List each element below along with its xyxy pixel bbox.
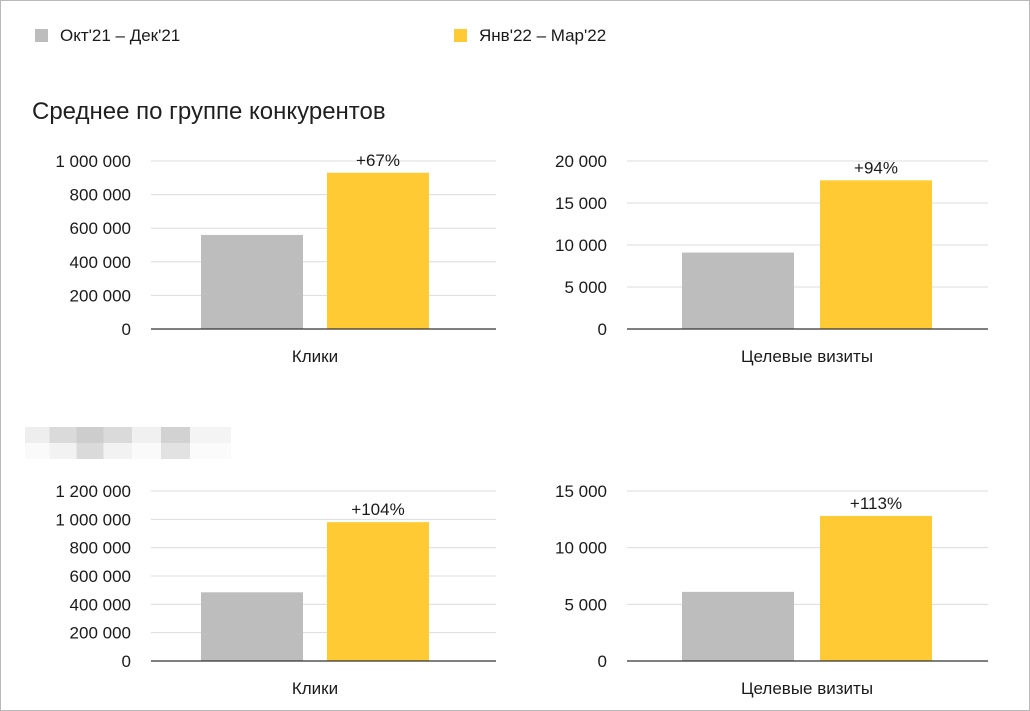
y-tick-label: 0 (122, 652, 131, 671)
y-tick-label: 800 000 (70, 186, 131, 205)
x-category-label: Целевые визиты (741, 347, 873, 366)
y-tick-label: 10 000 (555, 236, 607, 255)
y-tick-label: 0 (598, 652, 607, 671)
y-tick-label: 200 000 (70, 286, 131, 305)
legend-swatch-yellow (454, 29, 467, 42)
y-tick-label: 1 000 000 (55, 510, 131, 529)
legend-item-jan-mar: Янв'22 – Мар'22 (454, 25, 606, 47)
x-category-label: Целевые визиты (741, 679, 873, 698)
legend-label: Окт'21 – Дек'21 (60, 26, 181, 45)
bar-oct-dec (201, 234, 303, 329)
y-tick-label: 400 000 (70, 253, 131, 272)
legend-swatch-gray (35, 29, 48, 42)
y-tick-label: 10 000 (555, 539, 607, 558)
x-category-label: Клики (292, 347, 338, 366)
data-label-growth: +104% (351, 500, 404, 519)
data-label-growth: +94% (854, 158, 898, 177)
y-tick-label: 200 000 (70, 624, 131, 643)
y-tick-label: 400 000 (70, 595, 131, 614)
bar-jan-mar (327, 172, 429, 329)
y-tick-label: 20 000 (555, 152, 607, 171)
data-label-growth: +113% (850, 494, 902, 513)
y-tick-label: 1 200 000 (55, 482, 131, 501)
section-title-competitors: Среднее по группе конкурентов (32, 98, 386, 125)
y-tick-label: 15 000 (555, 482, 607, 501)
y-tick-label: 5 000 (564, 595, 607, 614)
bar-oct-dec (201, 592, 303, 661)
y-tick-label: 5 000 (564, 278, 607, 297)
y-tick-label: 1 000 000 (55, 152, 131, 171)
legend-item-oct-dec: Окт'21 – Дек'21 (35, 25, 180, 47)
y-tick-label: 800 000 (70, 539, 131, 558)
bar-oct-dec (682, 252, 794, 329)
y-tick-label: 0 (122, 320, 131, 339)
y-tick-label: 0 (598, 320, 607, 339)
bar-jan-mar (820, 180, 932, 329)
data-label-growth: +67% (356, 151, 400, 170)
x-category-label: Клики (292, 679, 338, 698)
y-tick-label: 600 000 (70, 567, 131, 586)
legend-label: Янв'22 – Мар'22 (479, 26, 607, 45)
y-tick-label: 15 000 (555, 194, 607, 213)
y-tick-label: 600 000 (70, 219, 131, 238)
bar-jan-mar (327, 522, 429, 661)
bar-jan-mar (820, 515, 932, 661)
redacted-section-title (25, 427, 231, 459)
bar-oct-dec (682, 591, 794, 661)
